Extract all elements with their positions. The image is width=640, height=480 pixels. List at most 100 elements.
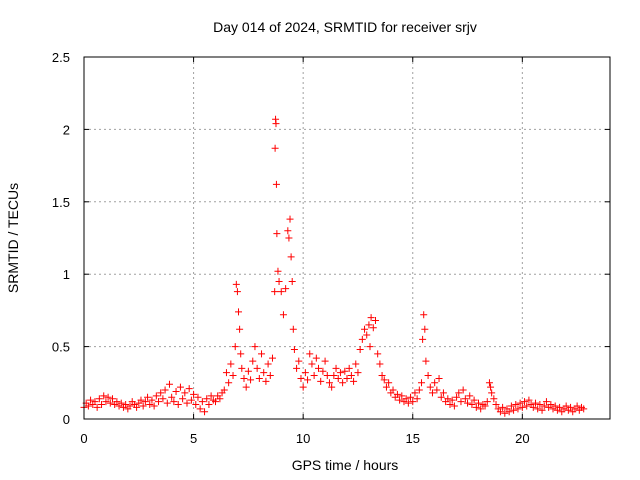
data-point <box>317 377 325 385</box>
data-point <box>336 369 344 377</box>
data-point <box>354 369 362 377</box>
data-point <box>580 405 588 413</box>
data-point <box>512 401 520 409</box>
data-point <box>148 396 156 404</box>
data-point <box>203 395 211 403</box>
data-point <box>393 390 401 398</box>
data-point <box>247 376 255 384</box>
data-point <box>271 288 279 296</box>
data-point <box>237 350 245 358</box>
data-point <box>194 393 202 401</box>
data-point <box>470 396 478 404</box>
data-point <box>168 393 176 401</box>
data-point <box>216 395 224 403</box>
data-point <box>113 398 121 406</box>
data-point <box>141 398 149 406</box>
data-point <box>352 360 360 368</box>
data-point <box>98 401 106 409</box>
x-tick-label: 0 <box>80 431 87 446</box>
data-point <box>271 144 279 152</box>
data-point <box>538 406 546 414</box>
data-point <box>516 399 524 407</box>
data-point <box>272 180 280 188</box>
data-point <box>185 385 193 393</box>
data-point <box>236 325 244 333</box>
data-point <box>238 364 246 372</box>
data-point <box>562 402 570 410</box>
data-point <box>402 395 410 403</box>
data-point <box>205 401 213 409</box>
data-point <box>150 402 158 410</box>
data-point <box>536 401 544 409</box>
x-tick-label: 20 <box>515 431 529 446</box>
data-point <box>266 372 274 380</box>
data-point <box>229 372 237 380</box>
plot-frame <box>83 56 611 420</box>
data-point <box>343 374 351 382</box>
data-point <box>220 386 228 394</box>
data-point <box>159 395 167 403</box>
data-point <box>365 321 373 329</box>
data-point <box>366 343 374 351</box>
data-point <box>274 267 282 275</box>
data-point <box>378 372 386 380</box>
data-point <box>273 230 281 238</box>
data-point <box>514 405 522 413</box>
data-point <box>255 374 263 382</box>
data-point <box>253 364 261 372</box>
data-point <box>242 383 250 391</box>
data-point <box>374 350 382 358</box>
data-point <box>233 288 241 296</box>
data-point <box>155 398 163 406</box>
data-point <box>446 401 454 409</box>
data-point <box>165 380 173 388</box>
data-point <box>179 395 187 403</box>
data-point <box>367 314 375 322</box>
data-point <box>172 387 180 395</box>
data-point <box>95 395 103 403</box>
data-point <box>201 408 209 416</box>
data-point <box>461 395 469 403</box>
data-point <box>459 386 467 394</box>
data-point <box>450 402 458 410</box>
y-tick-label: 1 <box>63 267 70 282</box>
data-point <box>126 402 134 410</box>
data-point <box>312 354 320 362</box>
data-point <box>358 335 366 343</box>
data-point <box>87 396 95 404</box>
data-point <box>409 398 417 406</box>
data-point <box>345 364 353 372</box>
data-point <box>501 409 509 417</box>
data-points <box>80 115 588 417</box>
data-point <box>272 120 280 128</box>
data-point <box>275 277 283 285</box>
data-point <box>542 398 550 406</box>
data-point <box>306 350 314 358</box>
data-point <box>396 396 404 404</box>
data-point <box>453 393 461 401</box>
data-point <box>468 401 476 409</box>
data-point <box>222 369 230 377</box>
data-point <box>100 392 108 400</box>
data-point <box>510 406 518 414</box>
data-point <box>146 401 154 409</box>
data-point <box>439 389 447 397</box>
data-point <box>277 288 285 296</box>
data-point <box>139 402 147 410</box>
data-point <box>93 403 101 411</box>
data-point <box>310 372 318 380</box>
data-point <box>137 396 145 404</box>
data-point <box>376 360 384 368</box>
data-point <box>472 403 480 411</box>
data-point <box>419 335 427 343</box>
data-point <box>455 389 463 397</box>
data-point <box>485 379 493 387</box>
data-point <box>183 399 191 407</box>
data-point <box>227 360 235 368</box>
data-point <box>567 403 575 411</box>
data-point <box>369 324 377 332</box>
data-point <box>525 396 533 404</box>
data-point <box>496 408 504 416</box>
data-point <box>133 403 141 411</box>
data-point <box>268 354 276 362</box>
